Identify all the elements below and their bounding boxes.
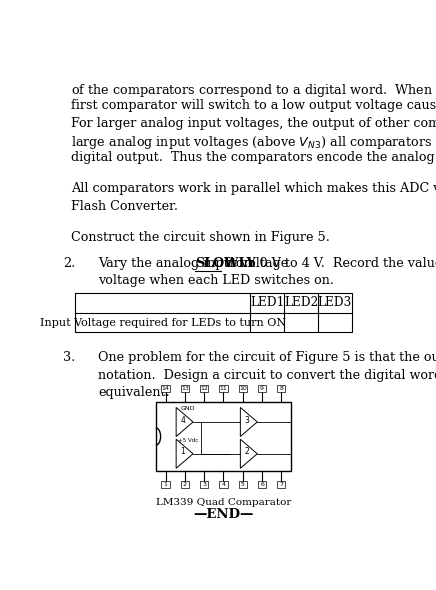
Text: —END—: —END— (193, 508, 254, 521)
Polygon shape (176, 408, 193, 437)
Text: 8: 8 (279, 386, 283, 391)
Bar (181, 481, 189, 489)
Text: 7: 7 (279, 482, 283, 487)
Text: equivalent.: equivalent. (99, 386, 170, 399)
Text: 5: 5 (241, 482, 245, 487)
Text: 2.: 2. (63, 257, 75, 270)
Bar (161, 385, 170, 392)
Text: 6: 6 (260, 482, 264, 487)
Text: 1: 1 (180, 447, 185, 457)
Text: voltage when each LED switches on.: voltage when each LED switches on. (99, 274, 334, 287)
Text: of the comparators correspond to a digital word.  When the analog input rises ab: of the comparators correspond to a digit… (72, 82, 436, 99)
Text: LM339 Quad Comparator: LM339 Quad Comparator (156, 499, 291, 507)
Text: 2: 2 (245, 447, 249, 457)
Text: LED1: LED1 (250, 296, 285, 309)
Text: 4: 4 (221, 482, 225, 487)
Bar (238, 385, 247, 392)
Text: 3: 3 (244, 416, 249, 425)
Polygon shape (176, 439, 193, 468)
Text: LED2: LED2 (284, 296, 318, 309)
Bar (277, 481, 286, 489)
Text: first comparator will switch to a low output voltage causing LED to light up, in: first comparator will switch to a low ou… (72, 100, 436, 113)
Bar (219, 481, 228, 489)
Text: +5 Vdc: +5 Vdc (178, 438, 198, 443)
Bar (161, 481, 170, 489)
Text: 11: 11 (220, 386, 227, 391)
Text: 14: 14 (162, 386, 170, 391)
Text: 4: 4 (180, 416, 185, 425)
Polygon shape (240, 439, 257, 468)
Text: One problem for the circuit of Figure 5 is that the outputs of LEDs are not in b: One problem for the circuit of Figure 5 … (99, 352, 436, 365)
Bar (258, 481, 266, 489)
Text: 13: 13 (181, 386, 189, 391)
Text: 12: 12 (200, 386, 208, 391)
Text: All comparators work in parallel which makes this ADC very fast.  For that reaso: All comparators work in parallel which m… (72, 182, 436, 195)
Text: digital output.  Thus the comparators encode the analog input as a digital word.: digital output. Thus the comparators enc… (72, 151, 436, 164)
Text: SLOWLY: SLOWLY (195, 257, 256, 270)
Bar (200, 481, 208, 489)
Text: 10: 10 (239, 386, 247, 391)
Text: 1: 1 (164, 482, 167, 487)
Bar (277, 385, 286, 392)
Bar (219, 385, 228, 392)
Text: GND: GND (180, 406, 195, 411)
Text: notation.  Design a circuit to convert the digital word obtained in Figure 5 to : notation. Design a circuit to convert th… (99, 369, 436, 382)
Text: from 0 V to 4 V.  Record the values of the input: from 0 V to 4 V. Record the values of th… (221, 257, 436, 270)
Text: Input Voltage required for LEDs to turn ON: Input Voltage required for LEDs to turn … (40, 317, 286, 327)
Text: large analog input voltages (above $V_{N3}$) all comparators will be low corresp: large analog input voltages (above $V_{N… (72, 134, 436, 151)
Bar (156, 402, 291, 471)
Bar (181, 385, 189, 392)
Text: Construct the circuit shown in Figure 5.: Construct the circuit shown in Figure 5. (72, 231, 330, 244)
Text: 2: 2 (183, 482, 187, 487)
Bar (75, 293, 352, 333)
Text: LED3: LED3 (318, 296, 352, 309)
Text: 3: 3 (202, 482, 206, 487)
Text: Vary the analog input voltage: Vary the analog input voltage (99, 257, 293, 270)
Bar (258, 385, 266, 392)
Polygon shape (240, 408, 257, 437)
Bar (238, 481, 247, 489)
Text: 9: 9 (260, 386, 264, 391)
Text: For larger analog input voltages, the output of other comparators will switch lo: For larger analog input voltages, the ou… (72, 117, 436, 130)
Text: Flash Converter.: Flash Converter. (72, 199, 178, 212)
Bar (200, 385, 208, 392)
Text: 3.: 3. (63, 352, 75, 365)
